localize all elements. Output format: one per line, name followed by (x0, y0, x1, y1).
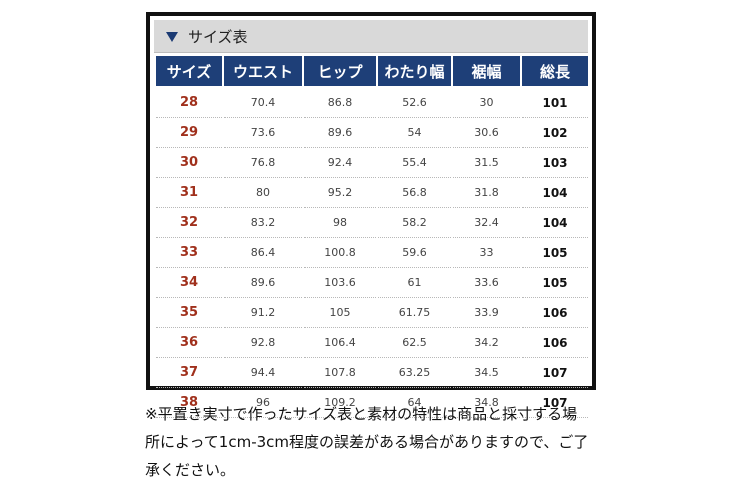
cell-hem-width: 34.5 (453, 358, 520, 388)
cell-size: 36 (156, 328, 222, 358)
disclaimer-note: ※平置き実寸で作ったサイズ表と素材の特性は商品と採寸する場 所によって1cm-3… (145, 400, 735, 484)
cell-hem-width: 30 (453, 88, 520, 118)
note-line: 所によって1cm-3cm程度の誤差がある場合がありますので、ご了 (145, 433, 589, 451)
cell-hem-width: 30.6 (453, 118, 520, 148)
table-row: 33 86.4 100.8 59.6 33 105 (156, 238, 588, 268)
cell-hip: 100.8 (304, 238, 376, 268)
cell-waist: 76.8 (224, 148, 302, 178)
cell-waist: 73.6 (224, 118, 302, 148)
cell-hem-width: 34.8 (453, 388, 520, 418)
table-header-row: サイズ ウエスト ヒップ わたり幅 裾幅 総長 (156, 56, 588, 88)
cell-size: 33 (156, 238, 222, 268)
cell-total-length: 106 (522, 328, 588, 358)
cell-size: 35 (156, 298, 222, 328)
cell-hip: 98 (304, 208, 376, 238)
cell-total-length: 102 (522, 118, 588, 148)
cell-hem-width: 33.6 (453, 268, 520, 298)
cell-size: 37 (156, 358, 222, 388)
table-row: 36 92.8 106.4 62.5 34.2 106 (156, 328, 588, 358)
cell-size: 29 (156, 118, 222, 148)
cell-total-length: 104 (522, 208, 588, 238)
cell-waist: 86.4 (224, 238, 302, 268)
cell-thigh-width: 59.6 (378, 238, 451, 268)
cell-hip: 107.8 (304, 358, 376, 388)
cell-hip: 106.4 (304, 328, 376, 358)
cell-waist: 70.4 (224, 88, 302, 118)
header-hip: ヒップ (304, 56, 376, 88)
cell-thigh-width: 61.75 (378, 298, 451, 328)
cell-size: 28 (156, 88, 222, 118)
cell-hip: 103.6 (304, 268, 376, 298)
header-hem-width: 裾幅 (453, 56, 520, 88)
cell-hip: 89.6 (304, 118, 376, 148)
cell-waist: 96 (224, 388, 302, 418)
cell-hem-width: 31.8 (453, 178, 520, 208)
size-table: サイズ ウエスト ヒップ わたり幅 裾幅 総長 28 70.4 86.8 52.6 30… (154, 56, 590, 418)
table-row: 30 76.8 92.4 55.4 31.5 103 (156, 148, 588, 178)
cell-waist: 91.2 (224, 298, 302, 328)
table-row: 31 80 95.2 56.8 31.8 104 (156, 178, 588, 208)
header-thigh-width: わたり幅 (378, 56, 451, 88)
cell-waist: 92.8 (224, 328, 302, 358)
cell-thigh-width: 55.4 (378, 148, 451, 178)
cell-waist: 83.2 (224, 208, 302, 238)
table-row: 35 91.2 105 61.75 33.9 106 (156, 298, 588, 328)
cell-thigh-width: 52.6 (378, 88, 451, 118)
note-line: 承ください。 (145, 461, 236, 479)
cell-thigh-width: 63.25 (378, 358, 451, 388)
cell-thigh-width: 56.8 (378, 178, 451, 208)
table-row: 34 89.6 103.6 61 33.6 105 (156, 268, 588, 298)
cell-total-length: 103 (522, 148, 588, 178)
cell-hem-width: 34.2 (453, 328, 520, 358)
cell-thigh-width: 54 (378, 118, 451, 148)
cell-hem-width: 33 (453, 238, 520, 268)
cell-waist: 80 (224, 178, 302, 208)
cell-hip: 109.2 (304, 388, 376, 418)
cell-thigh-width: 58.2 (378, 208, 451, 238)
cell-total-length: 107 (522, 388, 588, 418)
table-row: 29 73.6 89.6 54 30.6 102 (156, 118, 588, 148)
table-row: 37 94.4 107.8 63.25 34.5 107 (156, 358, 588, 388)
cell-waist: 89.6 (224, 268, 302, 298)
cell-hip: 92.4 (304, 148, 376, 178)
cell-hip: 105 (304, 298, 376, 328)
cell-size: 30 (156, 148, 222, 178)
cell-total-length: 101 (522, 88, 588, 118)
triangle-down-icon (166, 32, 178, 42)
cell-thigh-width: 62.5 (378, 328, 451, 358)
cell-size: 32 (156, 208, 222, 238)
cell-total-length: 104 (522, 178, 588, 208)
table-row: 28 70.4 86.8 52.6 30 101 (156, 88, 588, 118)
cell-waist: 94.4 (224, 358, 302, 388)
table-row: 32 83.2 98 58.2 32.4 104 (156, 208, 588, 238)
cell-hem-width: 32.4 (453, 208, 520, 238)
note-line: ※平置き実寸で作ったサイズ表と素材の特性は商品と採寸する場 (145, 405, 578, 423)
cell-size: 38 (156, 388, 222, 418)
cell-hip: 95.2 (304, 178, 376, 208)
cell-total-length: 106 (522, 298, 588, 328)
size-chart-header: サイズ表 (154, 20, 588, 53)
table-row: 38 96 109.2 64 34.8 107 (156, 388, 588, 418)
cell-total-length: 107 (522, 358, 588, 388)
cell-total-length: 105 (522, 268, 588, 298)
cell-size: 31 (156, 178, 222, 208)
header-total-length: 総長 (522, 56, 588, 88)
header-size: サイズ (156, 56, 222, 88)
cell-total-length: 105 (522, 238, 588, 268)
cell-thigh-width: 64 (378, 388, 451, 418)
cell-hip: 86.8 (304, 88, 376, 118)
cell-hem-width: 33.9 (453, 298, 520, 328)
cell-thigh-width: 61 (378, 268, 451, 298)
cell-hem-width: 31.5 (453, 148, 520, 178)
header-waist: ウエスト (224, 56, 302, 88)
size-chart-title: サイズ表 (188, 27, 248, 46)
cell-size: 34 (156, 268, 222, 298)
size-chart-panel: サイズ表 サイズ ウエスト ヒップ わたり幅 裾幅 総長 28 70.4 86.8 5… (146, 12, 596, 418)
